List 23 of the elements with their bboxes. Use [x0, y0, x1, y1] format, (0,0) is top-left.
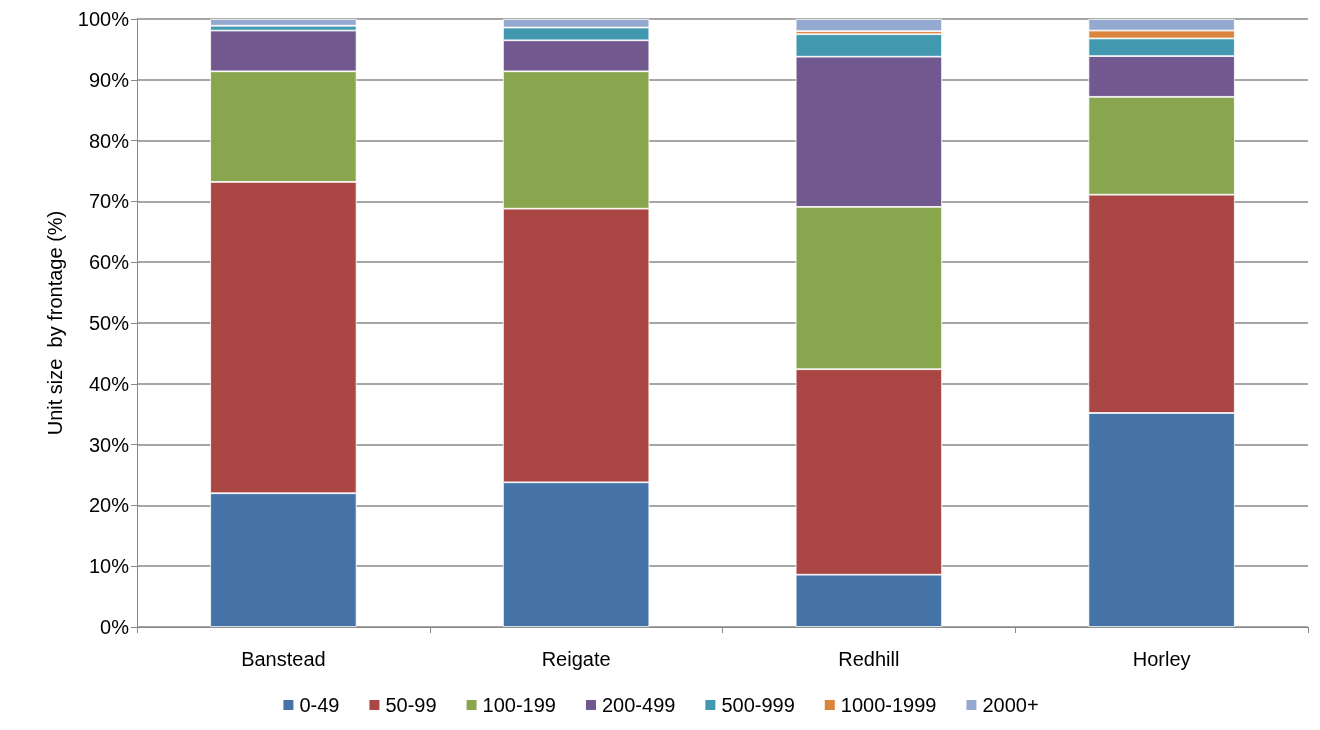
legend-label: 2000+	[982, 694, 1039, 716]
legend-label: 100-199	[482, 694, 556, 716]
y-tick-label: 70%	[88, 190, 130, 213]
y-axis-title: Unit size by frontage (%)	[44, 210, 66, 436]
legend-label: 500-999	[721, 694, 795, 716]
y-tick-label: 60%	[88, 251, 130, 274]
legend-label: 1000-1999	[840, 694, 937, 716]
x-tick-label: Horley	[1132, 648, 1191, 670]
y-tick-label: 40%	[88, 372, 130, 395]
legend-label: 200-499	[601, 694, 676, 716]
x-tick-label: Redhill	[838, 648, 900, 670]
y-tick-label: 30%	[88, 433, 130, 456]
x-tick-label: Reigate	[541, 648, 611, 670]
y-tick-label: 10%	[88, 555, 130, 578]
legend-label: 50-99	[385, 694, 437, 716]
y-tick-label: 20%	[88, 494, 130, 517]
y-tick-label: 50%	[88, 312, 130, 334]
legend-label: 0-49	[299, 694, 340, 716]
y-tick-label: 100%	[77, 8, 130, 30]
y-tick-label: 90%	[88, 68, 130, 91]
y-tick-label: 80%	[88, 129, 130, 152]
y-tick-label: 0%	[100, 616, 130, 638]
x-tick-label: Banstead	[241, 648, 326, 670]
